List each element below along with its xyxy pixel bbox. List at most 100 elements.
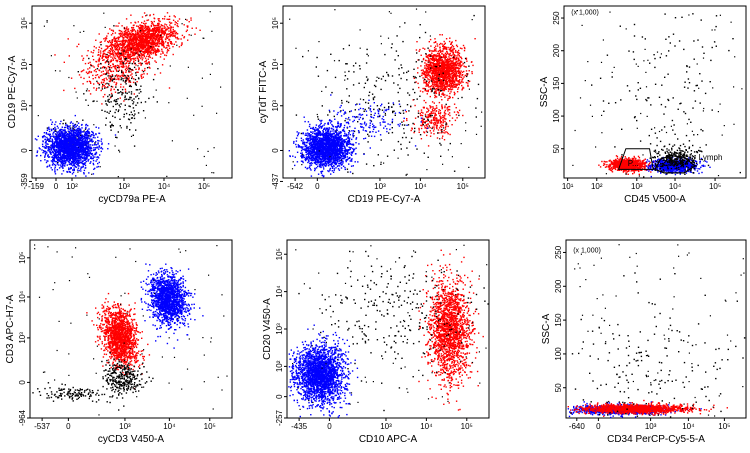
event-dot: [132, 43, 133, 44]
event-dot: [105, 69, 106, 70]
event-dot: [117, 56, 118, 57]
event-dot: [70, 138, 71, 139]
event-dot: [91, 71, 92, 72]
event-dot: [109, 28, 110, 29]
event-dot: [172, 27, 173, 28]
event-dot: [172, 46, 173, 47]
event-dot: [142, 28, 143, 29]
event-dot: [114, 100, 115, 101]
event-dot: [77, 169, 78, 170]
event-dot: [133, 58, 134, 59]
event-dot: [112, 48, 113, 49]
event-dot: [63, 134, 64, 135]
event-dot: [130, 85, 131, 86]
event-dot: [110, 125, 111, 126]
event-dot: [72, 158, 73, 159]
event-dot: [116, 99, 117, 100]
event-dot: [101, 82, 102, 83]
event-dot: [156, 90, 157, 91]
event-dot: [126, 99, 127, 100]
event-dot: [100, 67, 101, 68]
event-dot: [78, 137, 79, 138]
event-dot: [164, 32, 165, 33]
event-dot: [46, 146, 47, 147]
event-dot: [67, 159, 68, 160]
event-dot: [71, 78, 72, 79]
event-dot: [138, 98, 139, 99]
event-dot: [121, 77, 122, 78]
event-dot: [172, 140, 173, 141]
event-dot: [60, 121, 61, 122]
event-dot: [129, 114, 130, 115]
event-dot: [133, 78, 134, 79]
event-dot: [107, 96, 108, 97]
event-dot: [52, 164, 53, 165]
event-dot: [145, 30, 146, 31]
event-dot: [97, 140, 98, 141]
event-dot: [176, 22, 177, 23]
event-dot: [103, 51, 104, 52]
event-dot: [152, 47, 153, 48]
event-dot: [474, 38, 475, 39]
event-dot: [136, 48, 137, 49]
event-dot: [81, 162, 82, 163]
event-dot: [114, 89, 115, 90]
event-dot: [124, 99, 125, 100]
event-dot: [176, 45, 177, 46]
event-dot: [187, 40, 188, 41]
event-dot: [87, 50, 88, 51]
event-dot: [138, 61, 139, 62]
event-dot: [141, 46, 142, 47]
event-dot: [82, 153, 83, 154]
event-dot: [94, 144, 95, 145]
event-dot: [130, 97, 131, 98]
event-dot: [88, 150, 89, 151]
event-dot: [430, 96, 431, 97]
event-dot: [106, 103, 107, 104]
event-dot: [51, 55, 52, 56]
event-dot: [190, 19, 191, 20]
event-dot: [119, 76, 120, 77]
event-dot: [158, 43, 159, 44]
event-dot: [131, 48, 132, 49]
event-dot: [115, 40, 116, 41]
event-dot: [143, 51, 144, 52]
event-dot: [83, 154, 84, 155]
event-dot: [160, 26, 161, 27]
event-dot: [84, 170, 85, 171]
event-dot: [45, 142, 46, 143]
event-dot: [173, 20, 174, 21]
event-dot: [123, 45, 124, 46]
event-dot: [81, 150, 82, 151]
event-dot: [76, 46, 77, 47]
event-dot: [135, 44, 136, 45]
event-dot: [139, 56, 140, 57]
event-dot: [135, 82, 136, 83]
event-dot: [70, 158, 71, 159]
event-dot: [65, 135, 66, 136]
event-dot: [115, 32, 116, 33]
event-dot: [118, 109, 119, 110]
event-dot: [94, 156, 95, 157]
event-dot: [125, 69, 126, 70]
event-dot: [119, 105, 120, 106]
event-dot: [93, 137, 94, 138]
event-dot: [59, 135, 60, 136]
event-dot: [114, 43, 115, 44]
event-dot: [170, 23, 171, 24]
event-dot: [182, 35, 183, 36]
event-dot: [99, 162, 100, 163]
event-dot: [54, 154, 55, 155]
event-dot: [92, 52, 93, 53]
event-dot: [145, 49, 146, 50]
event-dot: [177, 33, 178, 34]
event-dot: [206, 165, 207, 166]
event-dot: [138, 112, 139, 113]
event-dot: [202, 106, 203, 107]
event-dot: [135, 22, 136, 23]
event-dot: [58, 137, 59, 138]
event-dot: [69, 55, 70, 56]
event-dot: [108, 64, 109, 65]
event-dot: [44, 157, 45, 158]
event-dot: [145, 101, 146, 102]
